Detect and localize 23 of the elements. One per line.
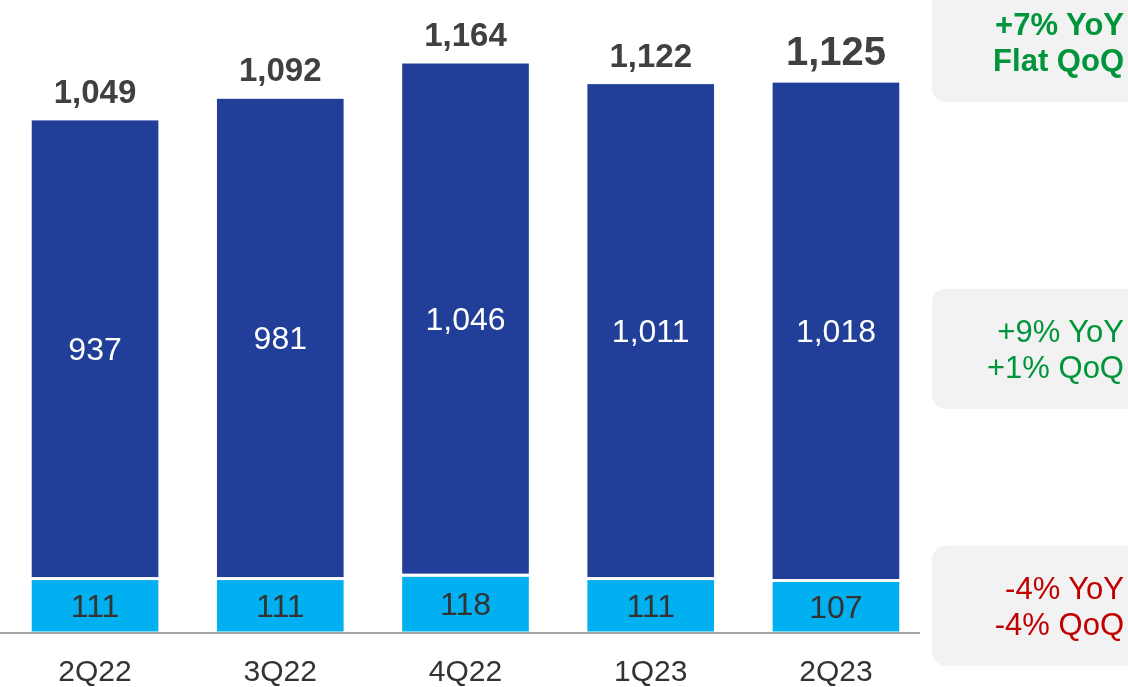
x-tick-label: 4Q22	[428, 653, 503, 687]
text: +7% YoY Flat QoQ	[993, 6, 1125, 78]
data-label: 111	[626, 587, 676, 624]
total-label: 1,122	[609, 36, 693, 74]
text: -4% YoY -4% QoQ	[994, 570, 1124, 642]
data-label: 1,011	[611, 312, 690, 349]
x-tick-label: 1Q23	[614, 653, 688, 687]
x-tick-label: 3Q22	[243, 653, 317, 687]
data-label: 981	[253, 320, 307, 357]
x-tick-label: 2Q22	[58, 653, 132, 687]
total-label: 1,092	[238, 51, 322, 89]
data-label: 107	[809, 588, 863, 625]
data-label: 111	[70, 587, 120, 624]
total-label: 1,049	[53, 72, 137, 110]
data-label: 1,018	[795, 313, 876, 350]
total-label: 1,125	[785, 29, 886, 74]
x-tick-label: 2Q23	[799, 653, 873, 687]
data-label: 111	[255, 587, 305, 624]
total-label: 1,164	[424, 16, 508, 53]
data-label: 937	[68, 330, 122, 367]
data-label: 1,046	[425, 300, 506, 337]
data-label: 118	[439, 586, 492, 623]
text: +9% YoY +1% QoQ	[987, 313, 1124, 385]
